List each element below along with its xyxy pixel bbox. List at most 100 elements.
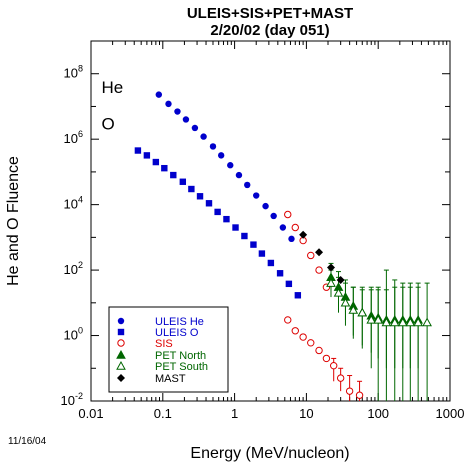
y-tick-label: 104 xyxy=(64,195,83,212)
uleis-o-point xyxy=(241,232,248,240)
uleis-o-point xyxy=(134,147,142,154)
pet-south-point xyxy=(373,314,384,324)
uleis-o-point xyxy=(152,158,160,166)
uleis-o-point xyxy=(223,215,230,223)
sis-point xyxy=(329,361,338,370)
x-tick-label: 10 xyxy=(299,406,313,421)
uleis-o-point xyxy=(188,185,195,193)
ion-label: He xyxy=(101,78,123,97)
pet-south-point xyxy=(413,317,423,327)
chart-title-line1: ULEIS+SIS+PET+MAST xyxy=(187,5,353,22)
legend-label-sis: SIS xyxy=(155,338,173,350)
legend-label-pet-north: PET North xyxy=(155,350,206,362)
error-bars xyxy=(328,262,430,401)
pet-south-point xyxy=(389,317,400,327)
uleis-o-point xyxy=(143,152,151,159)
sis-point xyxy=(299,333,307,341)
sis-point xyxy=(322,354,331,363)
legend-box xyxy=(108,306,229,393)
y-tick-label: 100 xyxy=(64,326,83,343)
y-tick-label: 10-2 xyxy=(61,391,83,408)
sis-point xyxy=(284,210,292,219)
pet-south-point xyxy=(333,287,344,297)
uleis-o-point xyxy=(179,178,187,185)
uleis-o-point xyxy=(258,250,266,257)
x-tick-label: 1 xyxy=(231,406,238,421)
y-tick-label: 108 xyxy=(64,64,83,81)
pet-south-point xyxy=(340,297,351,307)
pet-south-point xyxy=(357,307,368,317)
uleis-he-point xyxy=(235,171,243,179)
sis-point xyxy=(291,327,299,335)
uleis-o-point xyxy=(205,200,213,207)
sis-point xyxy=(315,346,323,355)
uleis-he-point xyxy=(174,108,181,115)
uleis-he-point xyxy=(253,192,260,199)
sis-point xyxy=(284,316,292,324)
sis-point xyxy=(307,339,315,347)
ion-annotations: He O xyxy=(101,78,123,134)
legend-marker-pet-north xyxy=(116,349,126,359)
ion-label: O xyxy=(101,115,114,134)
x-tick-label: 0.1 xyxy=(154,406,172,421)
sis-point xyxy=(336,374,345,382)
uleis-o-point xyxy=(294,292,302,299)
uleis-he-point xyxy=(209,143,217,150)
pet-south-point xyxy=(381,317,392,327)
uleis-o-point xyxy=(170,171,177,179)
plot-frame xyxy=(90,40,451,402)
uleis-o-point xyxy=(285,280,293,288)
sis-point xyxy=(307,251,315,260)
pet-south-point xyxy=(422,317,432,327)
legend-label-uleis-he: ULEIS He xyxy=(155,316,204,328)
legend-label-pet-south: PET South xyxy=(155,361,208,373)
legend-marker-sis xyxy=(117,339,125,347)
uleis-he-point xyxy=(288,235,295,243)
uleis-he-point xyxy=(279,224,287,231)
legend-marker-uleis-he xyxy=(117,317,125,325)
legend-marker-uleis-o xyxy=(117,328,125,336)
x-axis: 0.01 0.1 1 10 100 1000 xyxy=(78,41,464,421)
sis-point xyxy=(345,387,354,395)
uleis-he-point xyxy=(227,162,234,169)
legend-marker-pet-south xyxy=(116,360,126,370)
x-tick-label: 100 xyxy=(367,406,389,421)
uleis-he-point xyxy=(155,91,163,98)
y-axis: 10-2 100 102 104 106 108 xyxy=(61,64,450,408)
y-tick-label: 102 xyxy=(64,260,83,277)
mast-point xyxy=(299,230,308,239)
uleis-he-point xyxy=(191,124,199,132)
legend-label-mast: MAST xyxy=(155,373,186,385)
date-stamp: 11/16/04 xyxy=(8,436,47,447)
uleis-he-point xyxy=(262,202,269,210)
pet-south-point xyxy=(397,317,408,327)
x-axis-label: Energy (MeV/nucleon) xyxy=(190,445,349,462)
mast-point xyxy=(336,275,345,284)
x-tick-label: 1000 xyxy=(436,406,465,421)
pet-south-point xyxy=(326,278,336,287)
x-tick-label: 0.01 xyxy=(78,406,103,421)
uleis-he-point xyxy=(165,100,172,108)
pet-south-point xyxy=(366,314,377,324)
uleis-o-point xyxy=(250,241,257,248)
uleis-o-point xyxy=(232,224,239,231)
sis-point xyxy=(315,266,323,274)
uleis-o-point xyxy=(161,164,168,172)
uleis-he-point xyxy=(270,212,277,220)
y-tick-label: 106 xyxy=(64,129,83,146)
uleis-o-point xyxy=(276,270,284,277)
pet-south-point xyxy=(348,305,359,314)
sis-point xyxy=(355,391,364,399)
pet-south-point xyxy=(405,317,416,327)
y-axis-label: He and O Fluence xyxy=(5,156,22,286)
data-points xyxy=(134,91,432,399)
uleis-he-point xyxy=(182,116,190,123)
uleis-o-point xyxy=(214,208,221,216)
legend-marker-mast xyxy=(117,374,125,382)
mast-point xyxy=(326,263,335,272)
sis-point xyxy=(291,223,299,232)
uleis-o-point xyxy=(267,259,275,267)
